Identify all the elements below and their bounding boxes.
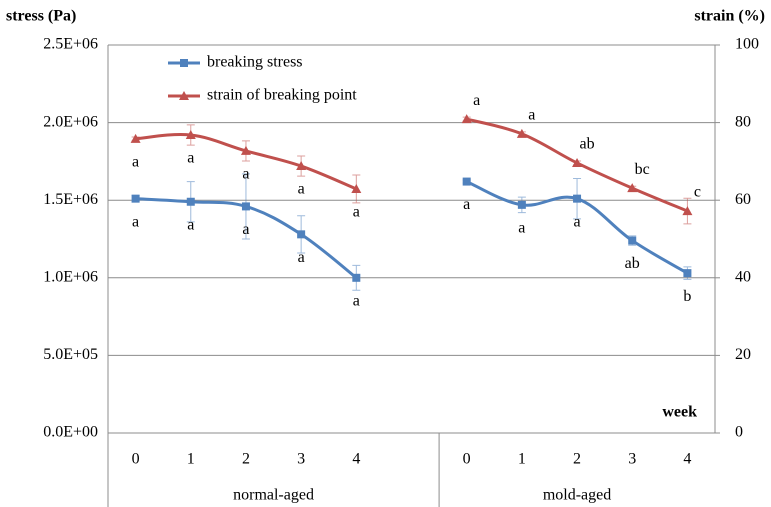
y2-tick-label: 20	[735, 346, 751, 363]
data-point	[296, 161, 307, 171]
data-point	[352, 273, 361, 282]
x-tick-label: 1	[518, 451, 526, 468]
x-tick-label: 2	[573, 451, 581, 468]
data-point	[240, 145, 251, 155]
data-point	[186, 197, 195, 206]
y2-tick-label: 40	[735, 268, 751, 285]
legend-label: strain of breaking point	[207, 87, 357, 104]
significance-label: ab	[625, 255, 640, 272]
significance-label: a	[473, 92, 480, 109]
significance-label: a	[132, 154, 139, 171]
y-tick-label: 2.5E+06	[43, 36, 98, 53]
y2-tick-label: 100	[735, 36, 759, 53]
y2-tick-label: 80	[735, 113, 751, 130]
y2-tick-label: 60	[735, 191, 751, 208]
y-tick-label: 1.0E+06	[43, 268, 98, 285]
y-tick-label: 2.0E+06	[43, 113, 98, 130]
y-tick-label: 1.5E+06	[43, 191, 98, 208]
significance-label: a	[353, 292, 360, 309]
legend-label: breaking stress	[207, 54, 303, 71]
significance-label: a	[353, 204, 360, 221]
significance-label: ab	[579, 136, 594, 153]
data-point	[462, 177, 471, 186]
significance-label: bc	[635, 161, 650, 178]
x-tick-label: 3	[628, 451, 636, 468]
y-tick-label: 5.0E+05	[43, 346, 98, 363]
data-point	[682, 206, 693, 216]
series-line	[135, 117, 688, 213]
x-tick-label: 4	[352, 451, 360, 468]
x-tick-label: 0	[132, 451, 140, 468]
legend-marker	[180, 59, 188, 67]
y2-axis-title: strain (%)	[694, 8, 765, 25]
significance-label: a	[187, 150, 194, 167]
significance-label: a	[528, 107, 535, 124]
x-tick-label: 4	[683, 451, 691, 468]
data-point	[351, 183, 362, 193]
significance-label: a	[298, 181, 305, 198]
x-tick-label: 1	[187, 451, 195, 468]
significance-label: c	[694, 184, 701, 201]
data-point	[185, 130, 196, 140]
significance-label: a	[298, 249, 305, 266]
series-line	[135, 180, 689, 279]
significance-label: b	[683, 288, 691, 305]
data-point	[131, 194, 140, 203]
data-point	[627, 183, 638, 193]
data-point	[130, 133, 141, 143]
data-point	[572, 157, 583, 167]
data-point	[297, 230, 306, 239]
data-point	[683, 269, 692, 278]
data-point	[573, 194, 582, 203]
significance-label: a	[518, 220, 525, 237]
data-point	[628, 236, 637, 245]
data-point	[461, 114, 472, 124]
data-point	[516, 128, 527, 138]
significance-label: a	[463, 196, 470, 213]
significance-label: a	[132, 213, 139, 230]
legend-marker	[179, 91, 189, 100]
significance-label: a	[242, 221, 249, 238]
y2-tick-label: 0	[735, 424, 743, 441]
x-tick-label: 0	[463, 451, 471, 468]
group-label: normal-aged	[233, 487, 314, 504]
y-axis-title: stress (Pa)	[6, 8, 76, 25]
y-tick-label: 0.0E+00	[43, 424, 98, 441]
significance-label: a	[242, 166, 249, 183]
significance-label: a	[573, 213, 580, 230]
data-point	[517, 200, 526, 209]
x-tick-label: 2	[242, 451, 250, 468]
group-label: mold-aged	[543, 487, 611, 504]
data-point	[241, 202, 250, 211]
x-tick-label: 3	[297, 451, 305, 468]
x-axis-title: week	[662, 404, 697, 421]
significance-label: a	[187, 216, 194, 233]
